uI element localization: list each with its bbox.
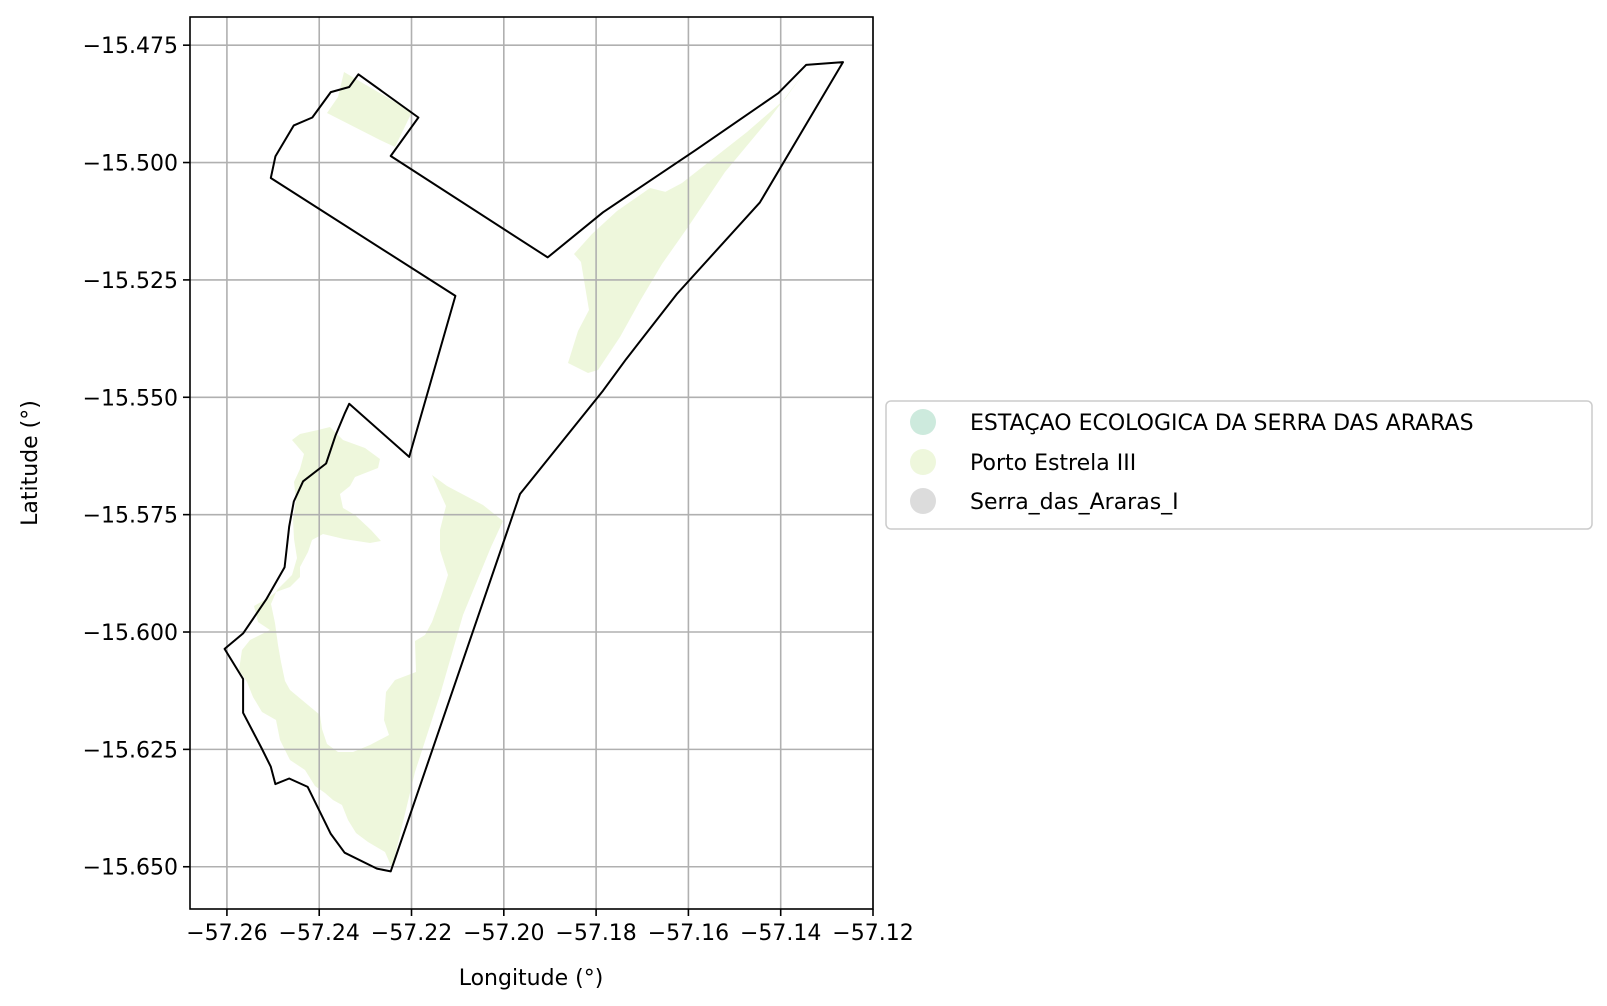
x-tick-label: −57.26: [186, 921, 267, 946]
legend: ESTAÇAO ECOLOGICA DA SERRA DAS ARARAS Po…: [885, 400, 1593, 530]
x-tick-label: −57.12: [832, 921, 913, 946]
legend-entry: Serra_das_Araras_I: [910, 488, 1179, 515]
x-tick-label: −57.24: [279, 921, 360, 946]
protected-area-boundary: [223, 61, 844, 873]
grid-lines-y: [190, 44, 873, 868]
legend-marker-serra-das-araras: [910, 488, 936, 514]
x-axis-label: Longitude (°): [459, 966, 604, 991]
legend-entry: ESTAÇAO ECOLOGICA DA SERRA DAS ARARAS: [910, 409, 1474, 436]
legend-label-serra-das-araras: Serra_das_Araras_I: [970, 490, 1179, 515]
porto-estrela-fill: [239, 70, 806, 868]
y-tick-label: −15.625: [83, 738, 178, 763]
legend-frame: [885, 400, 1593, 530]
legend-marker-porto-estrela: [910, 449, 936, 475]
legend-label-porto-estrela: Porto Estrela III: [970, 451, 1136, 476]
x-tick-label: −57.22: [371, 921, 452, 946]
y-tick-label: −15.500: [83, 152, 178, 177]
axes-frame: [189, 16, 874, 910]
legend-entry: Porto Estrela III: [910, 449, 1136, 476]
axes-background: [190, 17, 873, 909]
y-tick-label: −15.475: [83, 34, 178, 59]
y-tick-label: −15.575: [83, 504, 178, 529]
y-tick-label: −15.600: [83, 621, 178, 646]
y-tick-label: −15.650: [83, 856, 178, 881]
x-tick-label: −57.14: [740, 921, 821, 946]
x-tick-label: −57.18: [555, 921, 636, 946]
y-tick-label: −15.525: [83, 269, 178, 294]
x-axis-ticks: −57.26 −57.24 −57.22 −57.20 −57.18 −57.16 −57.…: [186, 909, 914, 946]
x-tick-label: −57.16: [648, 921, 729, 946]
x-tick-label: −57.20: [463, 921, 544, 946]
legend-label-estacao: ESTAÇAO ECOLOGICA DA SERRA DAS ARARAS: [970, 411, 1474, 436]
legend-marker-estacao: [910, 409, 936, 435]
y-tick-label: −15.550: [83, 386, 178, 411]
y-axis-label: Latitude (°): [18, 400, 43, 526]
y-axis-ticks: −15.475 −15.500 −15.525 −15.550 −15.575 −15.6…: [83, 34, 190, 881]
